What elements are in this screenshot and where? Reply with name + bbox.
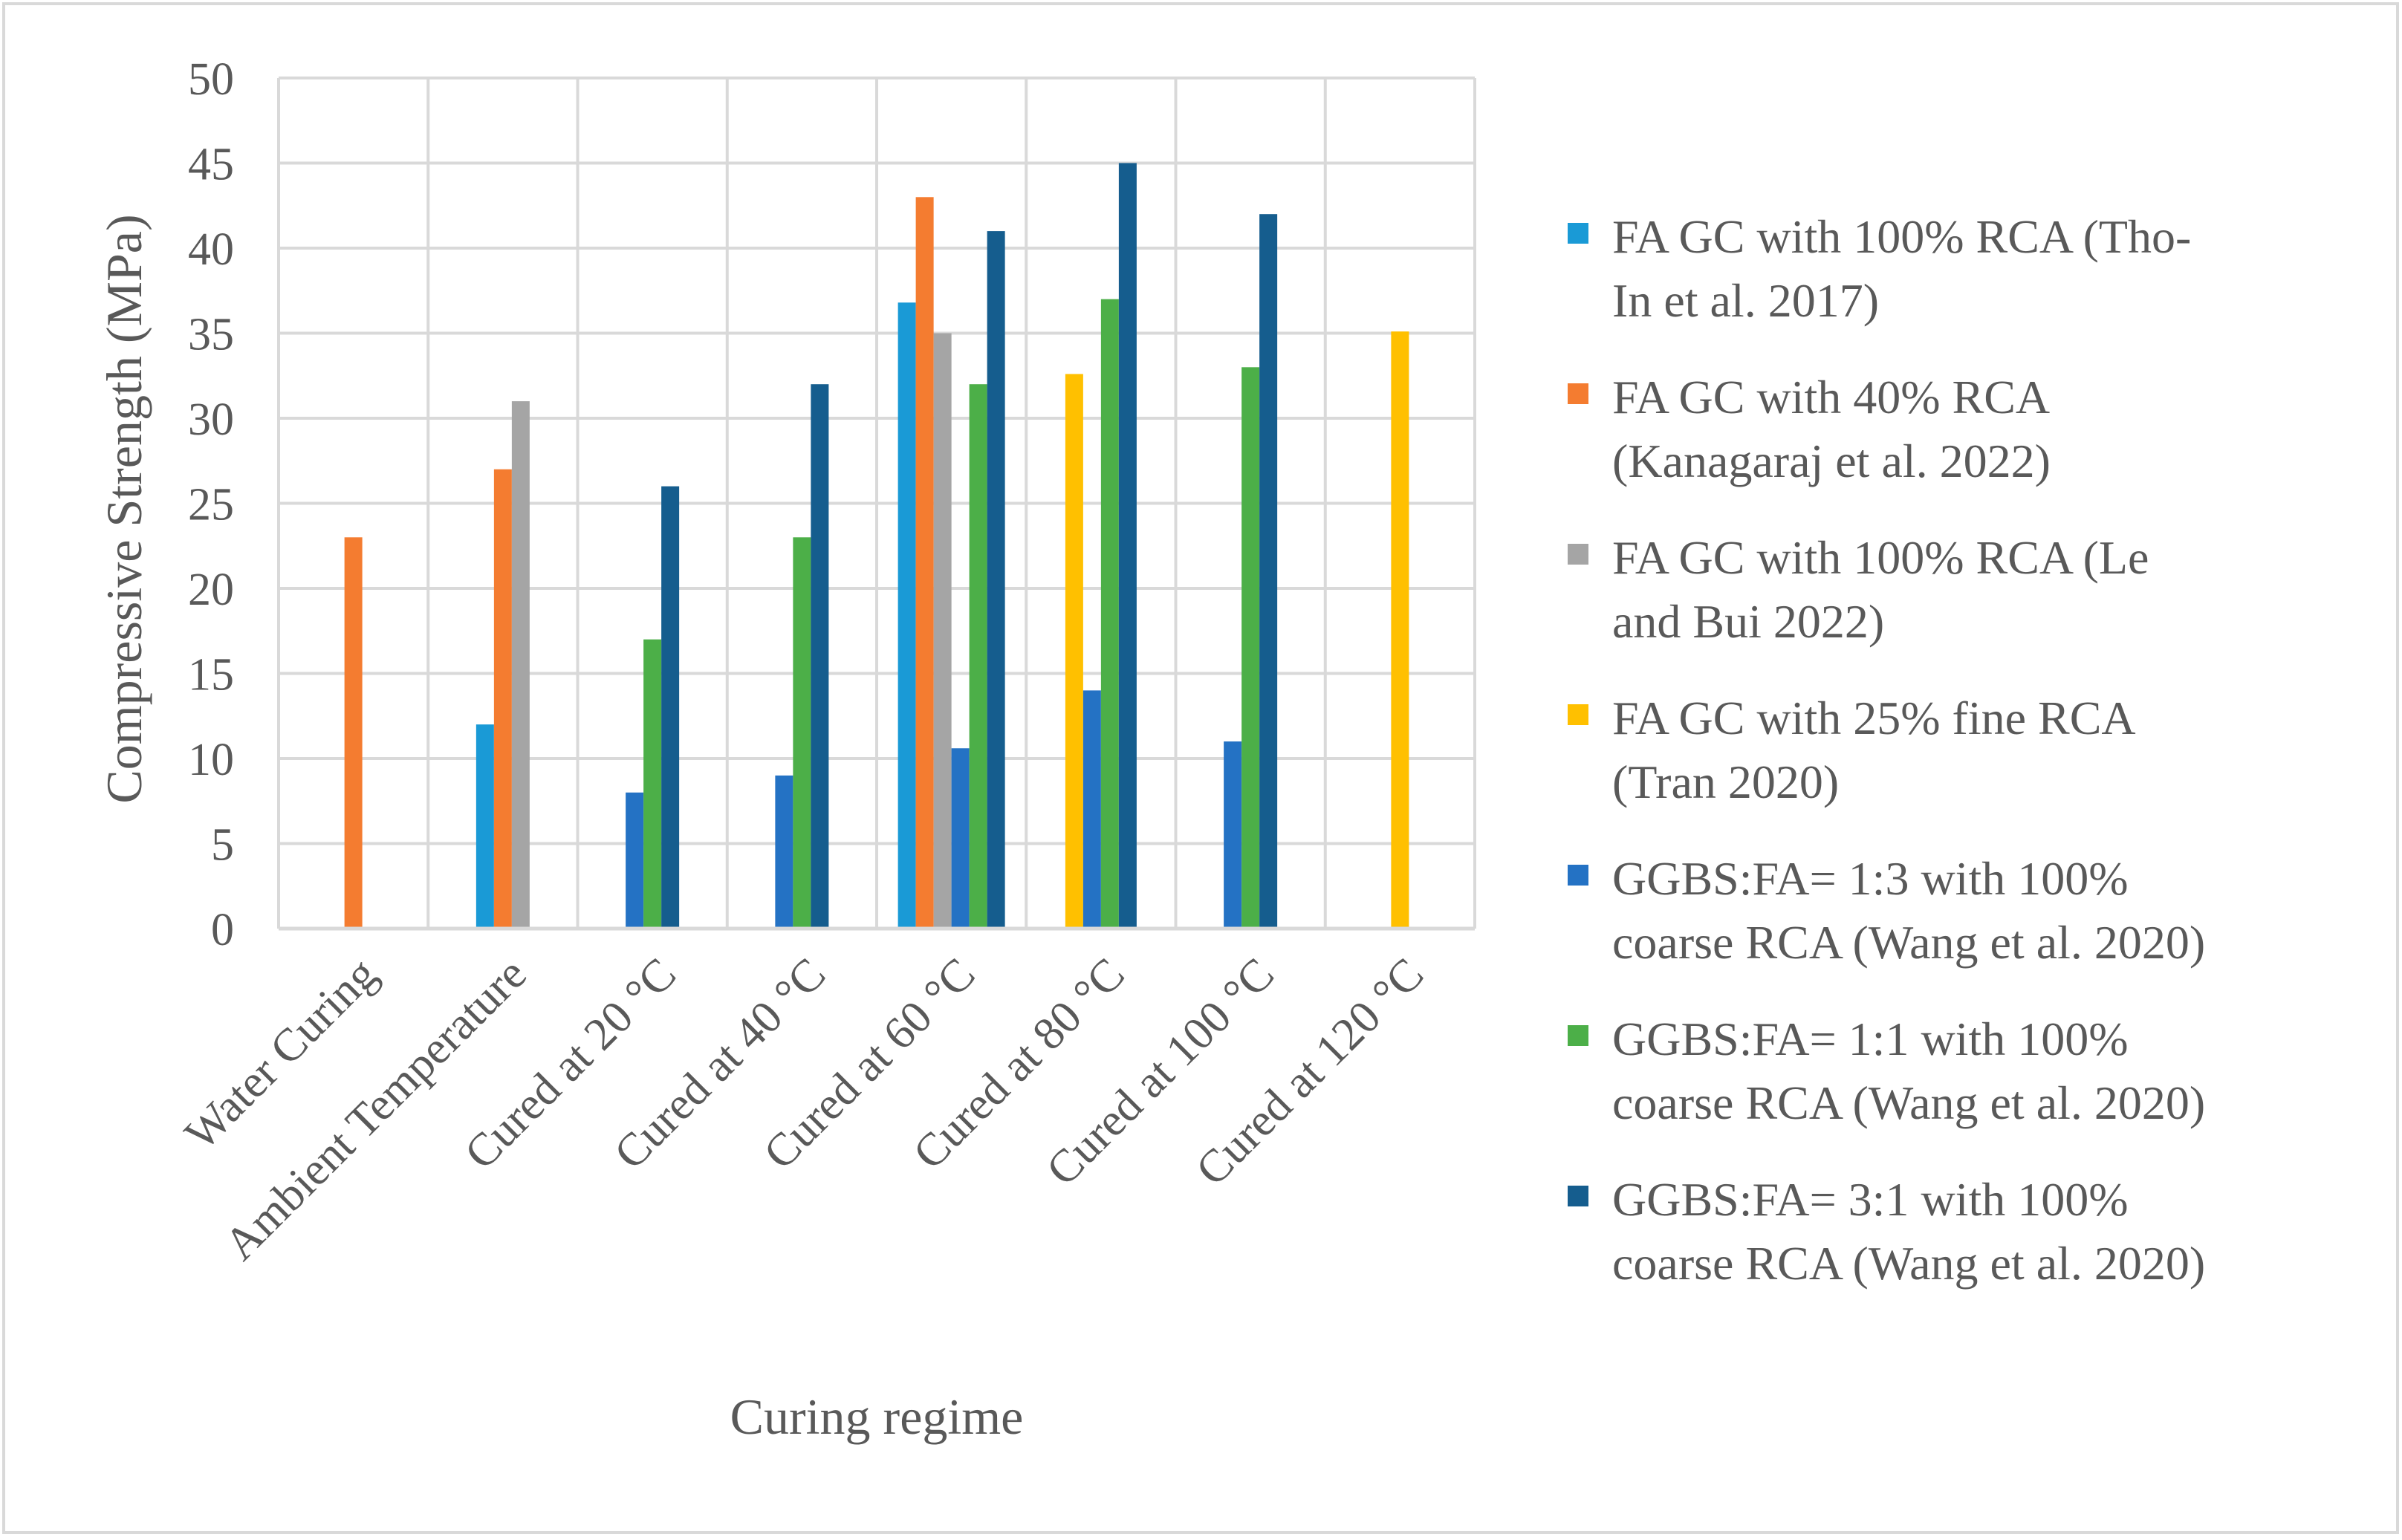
bar (933, 333, 952, 929)
y-tick-label: 35 (188, 310, 234, 360)
legend-label: GGBS:FA= 3:1 with 100% (1612, 1173, 2129, 1226)
bar (626, 792, 644, 929)
bar (811, 384, 829, 929)
bar (1065, 374, 1083, 929)
legend-label: and Bui 2022) (1612, 595, 1884, 648)
y-tick-label: 30 (188, 394, 234, 445)
legend-swatch (1568, 704, 1588, 725)
bar (661, 486, 680, 929)
legend-label: coarse RCA (Wang et al. 2020) (1612, 1237, 2205, 1290)
y-tick-label: 0 (211, 905, 234, 955)
legend-swatch (1568, 383, 1588, 404)
legend-label: In et al. 2017) (1612, 274, 1879, 327)
legend-item: GGBS:FA= 1:1 with 100% coarse RCA (Wang e… (1568, 1013, 2205, 1129)
legend-label: FA GC with 40% RCA (1612, 371, 2050, 423)
legend-item: FA GC with 25% fine RCA (Tran 2020) (1568, 692, 2136, 808)
bar (1391, 331, 1409, 929)
y-tick-label: 25 (188, 480, 234, 530)
bar (987, 231, 1005, 929)
bar (1118, 163, 1137, 929)
legend-label: (Tran 2020) (1612, 756, 1839, 808)
legend-label: coarse RCA (Wang et al. 2020) (1612, 1076, 2205, 1129)
legend-item: GGBS:FA= 1:3 with 100% coarse RCA (Wang e… (1568, 852, 2205, 969)
y-tick-label: 15 (188, 650, 234, 701)
bar (475, 724, 494, 929)
legend-item: GGBS:FA= 3:1 with 100% coarse RCA (Wang e… (1568, 1173, 2205, 1290)
legend-label: coarse RCA (Wang et al. 2020) (1612, 916, 2205, 969)
y-tick-label: 40 (188, 224, 234, 275)
bar (344, 537, 363, 929)
legend-label: FA GC with 25% fine RCA (1612, 692, 2136, 744)
y-tick-label: 10 (188, 735, 234, 785)
legend-label: GGBS:FA= 1:3 with 100% (1612, 852, 2129, 905)
bar (969, 384, 987, 929)
bar (915, 197, 934, 929)
bar (1082, 690, 1101, 929)
y-tick-label: 45 (188, 140, 234, 190)
legend: FA GC with 100% RCA (Tho- In et al. 2017)… (1568, 210, 2205, 1290)
legend-item: FA GC with 100% RCA (Le and Bui 2022) (1568, 531, 2149, 648)
legend-swatch (1568, 223, 1588, 244)
legend-swatch (1568, 544, 1588, 565)
bars-layer (344, 163, 1409, 929)
legend-label: GGBS:FA= 1:1 with 100% (1612, 1013, 2129, 1065)
legend-item: FA GC with 100% RCA (Tho- In et al. 2017) (1568, 210, 2191, 327)
legend-swatch (1568, 1025, 1588, 1046)
legend-swatch (1568, 865, 1588, 886)
legend-label: FA GC with 100% RCA (Tho- (1612, 210, 2191, 263)
y-tick-label: 50 (188, 54, 234, 105)
y-axis-title: Compressive Strength (MPa) (96, 214, 152, 803)
bar (1241, 367, 1260, 929)
legend-label: (Kanagaraj et al. 2022) (1612, 435, 2051, 487)
bar (775, 775, 793, 929)
bar (1259, 214, 1278, 929)
bar (643, 639, 662, 929)
bar (951, 748, 970, 929)
x-axis-title: Curing regime (730, 1388, 1024, 1445)
bar (793, 537, 811, 929)
bar (511, 401, 530, 929)
legend-label: FA GC with 100% RCA (Le (1612, 531, 2149, 584)
legend-swatch (1568, 1186, 1588, 1206)
y-tick-label: 20 (188, 565, 234, 615)
bar (897, 302, 916, 929)
legend-item: FA GC with 40% RCA (Kanagaraj et al. 2022… (1568, 371, 2051, 487)
bar (493, 469, 512, 929)
y-tick-label: 5 (211, 820, 234, 871)
bar (1224, 741, 1242, 929)
bar (1100, 299, 1119, 929)
